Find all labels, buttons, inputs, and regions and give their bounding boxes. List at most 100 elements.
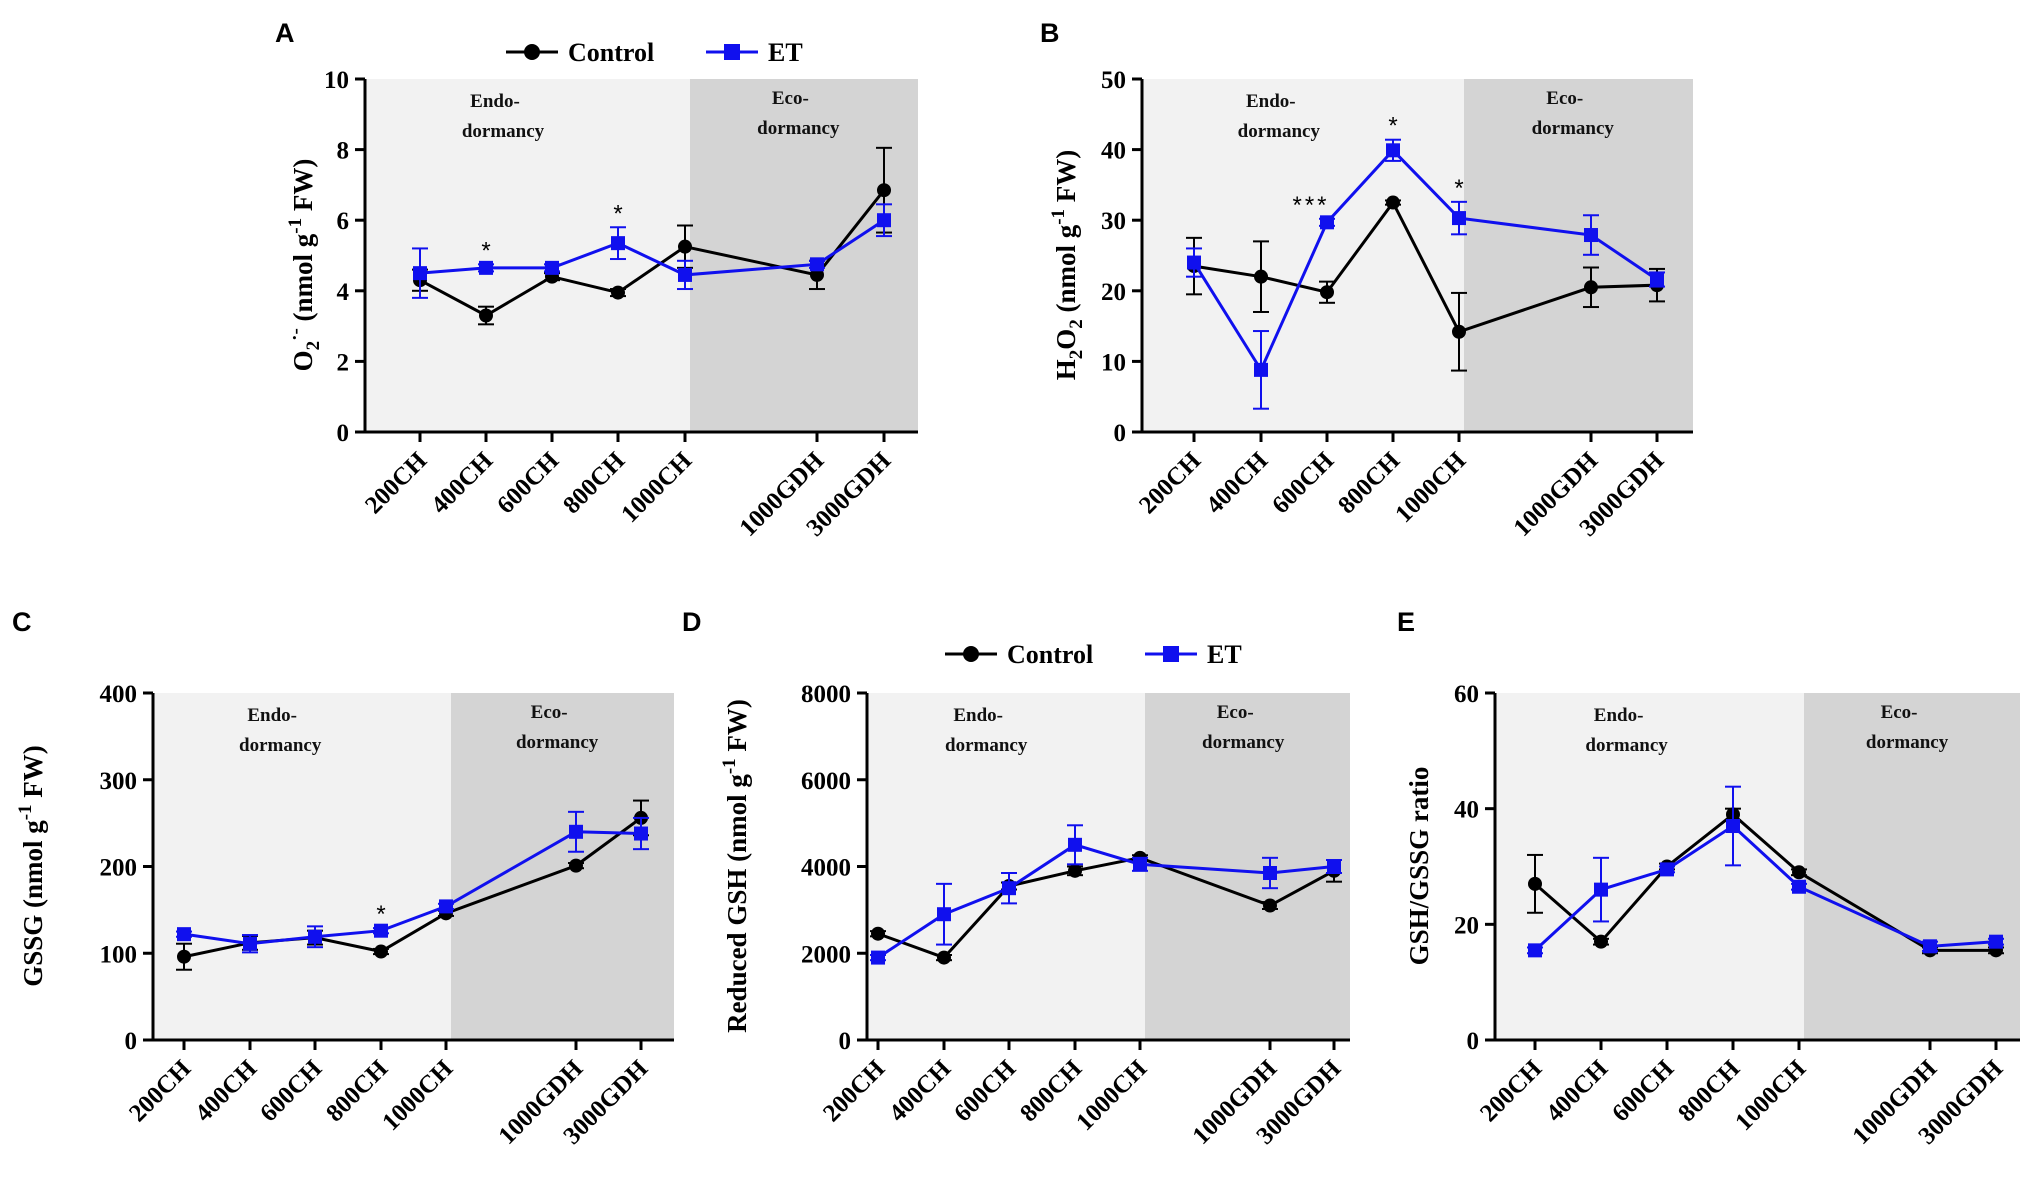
data-point-control bbox=[871, 926, 885, 941]
y-tick-label: 400 bbox=[100, 681, 138, 708]
data-point-et bbox=[308, 929, 322, 944]
data-point-control bbox=[1068, 863, 1082, 878]
data-point-control bbox=[1254, 269, 1268, 284]
series-et bbox=[870, 824, 1342, 965]
eco-label-line1: Eco- bbox=[1881, 702, 1918, 723]
eco-dormancy-region bbox=[1804, 693, 2020, 1040]
title-sub2: 2 bbox=[1066, 319, 1087, 329]
y-tick-label: 200 bbox=[100, 855, 138, 882]
eco-label-line1: Eco- bbox=[531, 702, 568, 723]
panel-b: B Endo-dormancy Eco-dormancy 0 10 20 30 40 50 200… bbox=[1040, 18, 1693, 542]
x-tick-label: 600CH bbox=[492, 447, 565, 520]
data-point-et bbox=[1452, 211, 1466, 226]
panel-e: E Endo-dormancy Eco-dormancy 0 20 40 60 200CH40… bbox=[1397, 607, 2020, 1150]
x-tick-label: 400CH bbox=[884, 1055, 957, 1128]
y-tick-label: 40 bbox=[1101, 138, 1126, 165]
endo-dormancy-region bbox=[153, 693, 451, 1040]
panel-d: D Endo-dormancy Eco-dormancy 0 2000 4000 6000 8… bbox=[682, 607, 1350, 1150]
x-tick-label: 1000CH bbox=[377, 1055, 458, 1136]
eco-label-line2: dormancy bbox=[757, 118, 840, 139]
y-tick-label: 60 bbox=[1454, 681, 1479, 708]
data-point-et bbox=[243, 936, 257, 951]
x-tick-label: 200CH bbox=[360, 447, 433, 520]
data-point-et bbox=[871, 950, 885, 965]
title-sub: 2 bbox=[303, 341, 324, 351]
x-tick-label: 200CH bbox=[124, 1055, 197, 1128]
significance-marker: * bbox=[1454, 175, 1463, 202]
endo-label-line1: Endo- bbox=[1246, 91, 1296, 112]
y-tick-label: 6000 bbox=[801, 768, 851, 795]
data-point-et bbox=[1002, 881, 1016, 896]
data-point-et bbox=[1989, 934, 2003, 949]
data-point-control bbox=[1263, 898, 1277, 913]
title-end: FW) bbox=[18, 745, 48, 804]
y-axis-title: GSSG (nmol g-1 FW) bbox=[15, 745, 48, 987]
y-tick-label: 0 bbox=[839, 1028, 852, 1055]
title-end: FW) bbox=[1051, 150, 1081, 209]
data-point-et bbox=[678, 267, 692, 282]
y-axis-title: GSH/GSSG ratio bbox=[1404, 767, 1434, 966]
y-tick-label: 10 bbox=[324, 67, 349, 94]
title-sup: -1 bbox=[1048, 209, 1069, 225]
panel-letter: C bbox=[12, 607, 32, 637]
endo-dormancy-region bbox=[1495, 693, 1804, 1040]
data-point-control bbox=[1528, 876, 1542, 891]
data-point-control bbox=[678, 239, 692, 254]
y-tick-label: 20 bbox=[1101, 279, 1126, 306]
y-tick-label: 4 bbox=[337, 279, 350, 306]
data-point-et bbox=[569, 824, 583, 839]
endo-label-line2: dormancy bbox=[462, 121, 545, 142]
title-mid: O bbox=[1051, 329, 1081, 350]
series-et bbox=[1186, 138, 1665, 410]
y-tick-label: 20 bbox=[1454, 912, 1479, 939]
data-point-control bbox=[1792, 865, 1806, 880]
data-point-control bbox=[479, 308, 493, 323]
title-main: Reduced GSH (nmol g bbox=[722, 774, 752, 1033]
panel-letter: A bbox=[275, 18, 295, 48]
data-point-et bbox=[1187, 255, 1201, 270]
x-tick-label: 400CH bbox=[426, 447, 499, 520]
legend-control-label: Control bbox=[1007, 640, 1093, 669]
legend: Control ET bbox=[506, 38, 803, 67]
data-point-et bbox=[634, 826, 648, 841]
x-tick-label: 400CH bbox=[1541, 1055, 1614, 1128]
series-et bbox=[1527, 785, 2004, 958]
x-tick-label: 600CH bbox=[949, 1055, 1022, 1128]
significance-marker: *** bbox=[1292, 192, 1329, 219]
data-point-et bbox=[177, 927, 191, 942]
data-point-et bbox=[1660, 862, 1674, 877]
y-tick-label: 100 bbox=[100, 941, 138, 968]
x-tick-label: 200CH bbox=[1475, 1055, 1548, 1128]
eco-label-line1: Eco- bbox=[1546, 88, 1583, 109]
endo-dormancy-region bbox=[1142, 79, 1464, 432]
legend-et-marker bbox=[1163, 646, 1179, 662]
title-rest: (nmol g bbox=[1051, 224, 1081, 319]
legend-et-marker bbox=[724, 44, 740, 60]
y-tick-label: 40 bbox=[1454, 797, 1479, 824]
legend: Control ET bbox=[945, 640, 1242, 669]
significance-marker: * bbox=[376, 901, 385, 928]
data-point-control bbox=[177, 949, 191, 964]
data-point-control bbox=[1452, 324, 1466, 339]
eco-label-line1: Eco- bbox=[772, 88, 809, 109]
data-point-et bbox=[877, 213, 891, 228]
endo-label-line1: Endo- bbox=[470, 91, 520, 112]
data-point-et bbox=[1584, 228, 1598, 243]
legend-control-marker bbox=[524, 44, 540, 60]
endo-label-line1: Endo- bbox=[953, 705, 1003, 726]
x-tick-label: 1000CH bbox=[1730, 1055, 1811, 1136]
data-point-et bbox=[1650, 272, 1664, 287]
title-main: O bbox=[288, 350, 318, 371]
eco-label-line1: Eco- bbox=[1217, 702, 1254, 723]
data-point-et bbox=[1528, 943, 1542, 958]
panel-c: C Endo-dormancy Eco-dormancy 0 100 200 300 400 2… bbox=[12, 607, 674, 1150]
series-control bbox=[1186, 195, 1665, 372]
eco-label-line2: dormancy bbox=[1202, 732, 1285, 753]
y-tick-label: 4000 bbox=[801, 855, 851, 882]
legend-et-label: ET bbox=[1207, 640, 1242, 669]
eco-label-line2: dormancy bbox=[1866, 732, 1949, 753]
title-rest: (nmol g bbox=[288, 233, 318, 328]
endo-label-line2: dormancy bbox=[239, 735, 322, 756]
x-tick-label: 400CH bbox=[1201, 447, 1274, 520]
panel-a: A Endo-dormancy Eco-dormancy 0 2 4 6 8 10 200CH40… bbox=[275, 18, 918, 542]
